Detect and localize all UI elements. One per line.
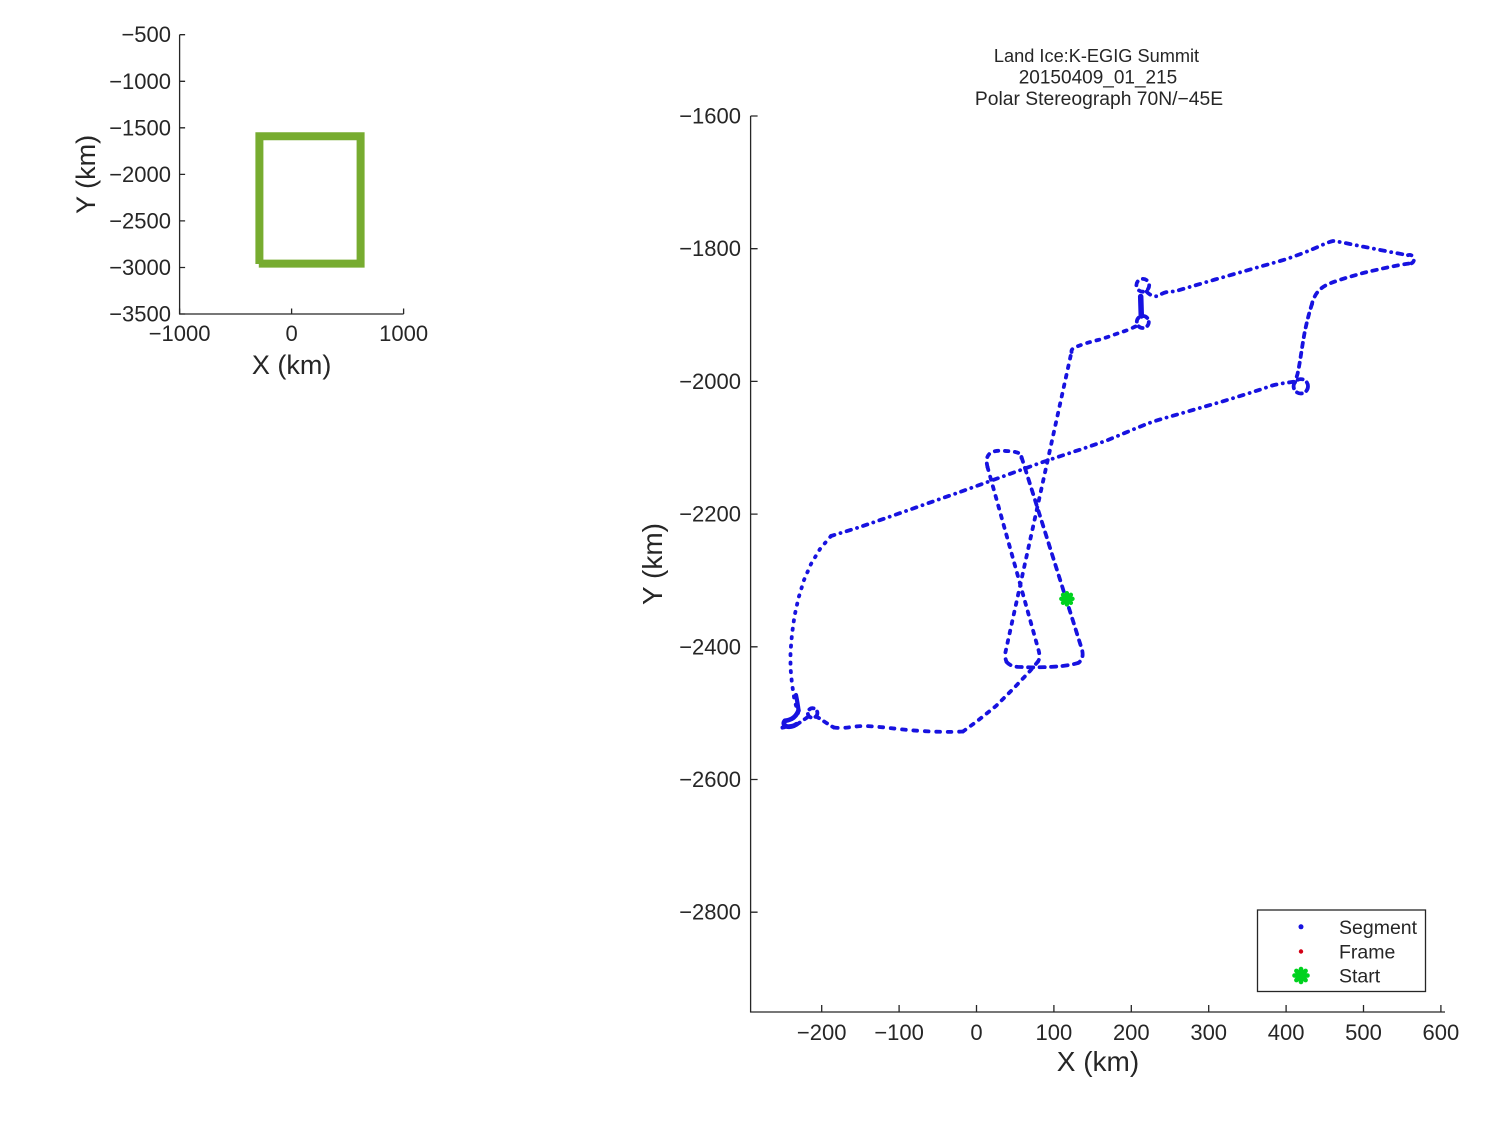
svg-text:−2500: −2500 (109, 208, 171, 233)
svg-text:−1000: −1000 (149, 321, 211, 346)
svg-text:−1800: −1800 (679, 236, 741, 261)
svg-text:−2400: −2400 (679, 634, 741, 659)
svg-text:Start: Start (1339, 966, 1381, 988)
svg-text:−1000: −1000 (109, 69, 171, 94)
svg-text:500: 500 (1345, 1020, 1382, 1045)
svg-text:−500: −500 (121, 22, 171, 47)
svg-text:−200: −200 (797, 1020, 847, 1045)
svg-text:−2800: −2800 (679, 900, 741, 925)
svg-text:Frame: Frame (1339, 942, 1395, 964)
svg-text:−3000: −3000 (109, 255, 171, 280)
svg-text:0: 0 (285, 321, 297, 346)
svg-text:−2000: −2000 (679, 369, 741, 394)
svg-text:100: 100 (1036, 1020, 1073, 1045)
svg-text:0: 0 (970, 1020, 982, 1045)
svg-text:20150409_01_215: 20150409_01_215 (1019, 68, 1178, 89)
svg-text:−3500: −3500 (109, 302, 171, 327)
svg-text:Segment: Segment (1339, 917, 1418, 939)
svg-text:Y (km): Y (km) (71, 135, 101, 214)
svg-text:400: 400 (1268, 1020, 1305, 1045)
svg-text:300: 300 (1190, 1020, 1227, 1045)
svg-text:−2200: −2200 (679, 502, 741, 527)
svg-text:−2600: −2600 (679, 767, 741, 792)
svg-text:X (km): X (km) (1057, 1046, 1139, 1077)
svg-text:600: 600 (1423, 1020, 1460, 1045)
svg-text:−100: −100 (874, 1020, 924, 1045)
svg-text:X (km): X (km) (252, 350, 331, 380)
svg-text:Land Ice:K-EGIG Summit: Land Ice:K-EGIG Summit (994, 46, 1199, 66)
svg-text:−2000: −2000 (109, 162, 171, 187)
svg-text:200: 200 (1113, 1020, 1150, 1045)
svg-text:−1600: −1600 (679, 104, 741, 129)
svg-text:Polar Stereograph 70N/−45E: Polar Stereograph 70N/−45E (975, 89, 1223, 110)
svg-text:1000: 1000 (379, 321, 428, 346)
svg-text:Y (km): Y (km) (637, 523, 668, 605)
svg-text:−1500: −1500 (109, 115, 171, 140)
